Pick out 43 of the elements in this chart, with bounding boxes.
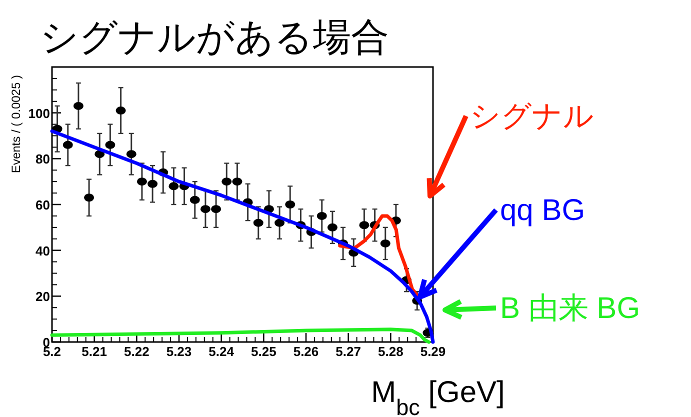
point xyxy=(136,178,147,186)
point xyxy=(232,178,242,186)
point xyxy=(359,221,370,230)
x-tick-label: 5.24 xyxy=(208,344,235,359)
x-axis-title: M$_{bc}$ [GeV] xyxy=(371,376,505,417)
x-tick-label: 5.22 xyxy=(124,344,150,359)
point xyxy=(200,205,210,214)
point xyxy=(168,182,179,190)
point xyxy=(327,223,338,232)
point xyxy=(73,102,84,110)
point xyxy=(316,212,327,220)
point xyxy=(253,218,264,227)
point xyxy=(62,140,73,149)
point xyxy=(211,205,222,214)
x-tick-label: 5.26 xyxy=(293,344,319,359)
x-tick-label: 5.28 xyxy=(378,344,404,359)
text: シグナル xyxy=(470,100,594,133)
y-tick-label: 60 xyxy=(36,198,50,212)
chart-title: シグナルがある場合 xyxy=(40,17,389,59)
line-series xyxy=(338,214,420,298)
y-tick-label: 20 xyxy=(36,289,50,304)
point xyxy=(105,140,116,149)
y-tick-label: 40 xyxy=(36,243,50,258)
y-tick-label: 100 xyxy=(28,106,50,121)
x-tick-label: 5.25 xyxy=(251,344,276,359)
point xyxy=(84,194,94,202)
point xyxy=(380,239,390,248)
line-series xyxy=(50,328,431,344)
point xyxy=(116,106,126,115)
point xyxy=(285,200,296,208)
x-tick-label: 5.23 xyxy=(166,344,192,359)
legend-label: B 由来 BG xyxy=(500,292,640,325)
x-tick-label: 5.27 xyxy=(336,344,361,359)
text: qq BG xyxy=(500,194,586,227)
y-axis-title: Events / ( 0.0025 ) xyxy=(9,75,23,174)
point xyxy=(126,150,136,158)
y-tick-label: 80 xyxy=(36,152,50,167)
point xyxy=(148,180,158,188)
x-tick-label: 5.29 xyxy=(420,344,446,359)
point xyxy=(222,178,232,186)
x-tick-label: 5.21 xyxy=(82,344,107,359)
point xyxy=(190,196,200,204)
point xyxy=(274,218,285,227)
